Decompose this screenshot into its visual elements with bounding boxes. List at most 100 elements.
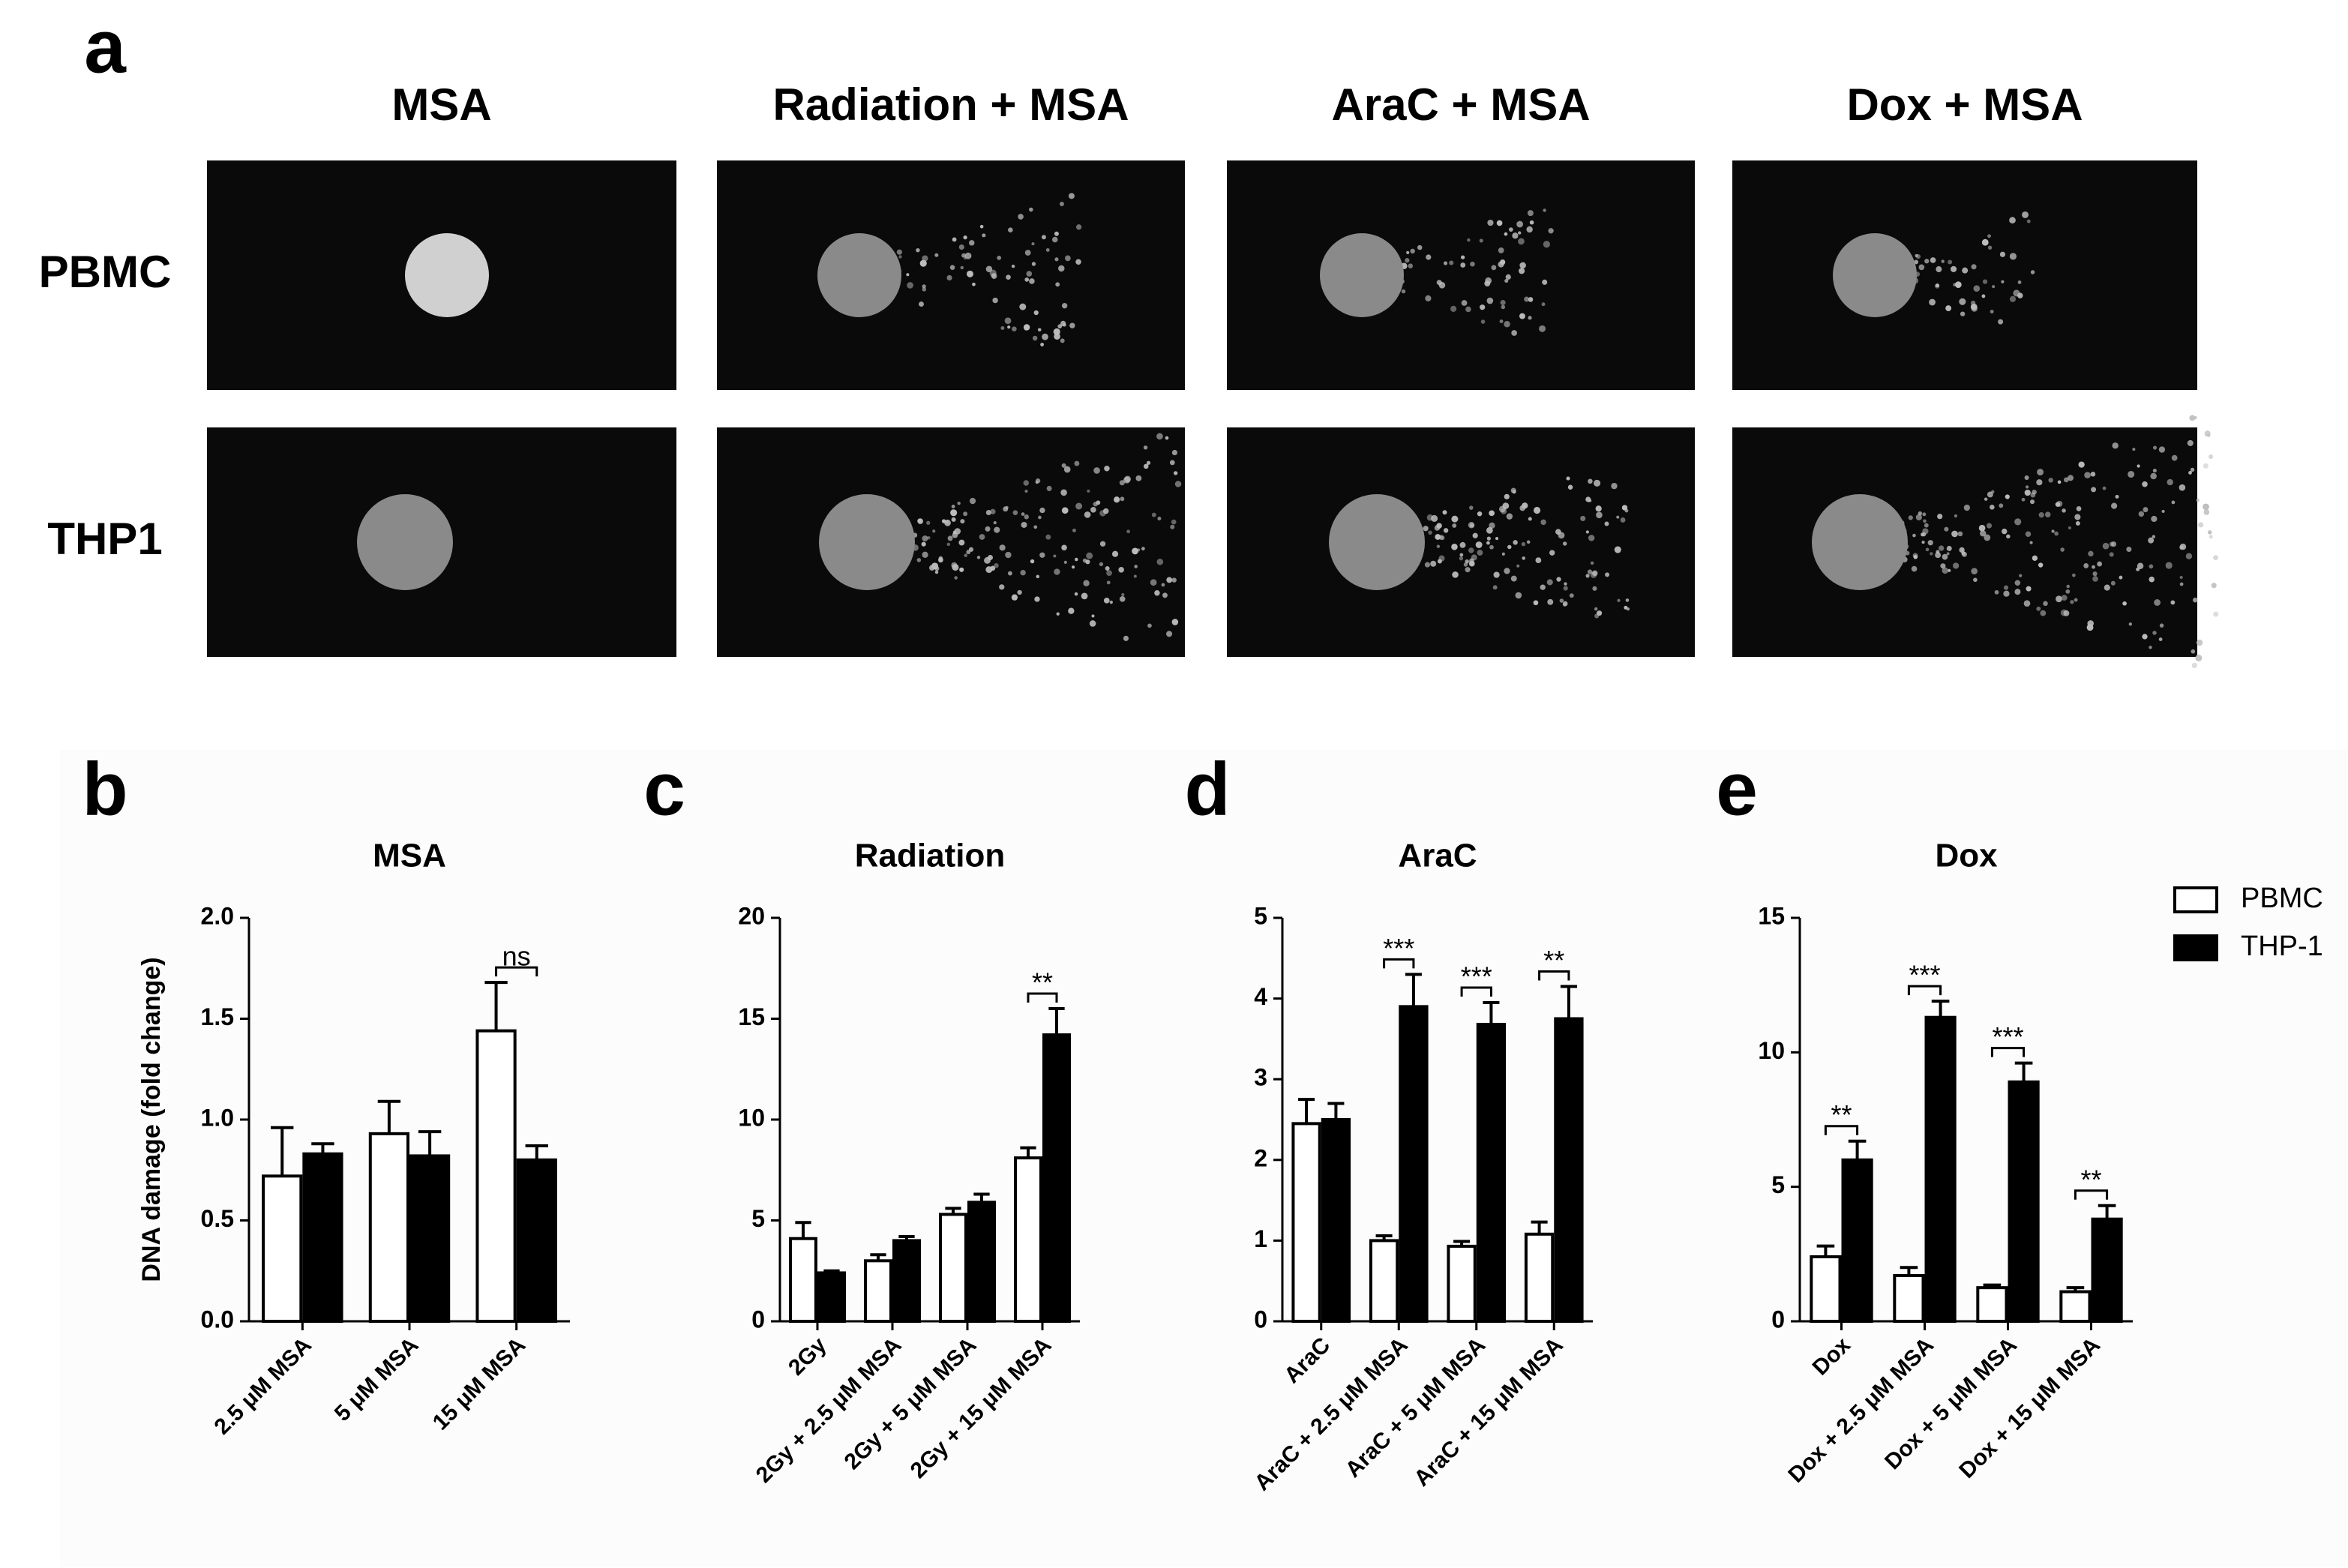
comet-tail-dot bbox=[951, 505, 955, 508]
comet-tail-dot bbox=[1477, 511, 1483, 517]
comet-tail-dot bbox=[1945, 305, 1952, 312]
comet-tail-dot bbox=[2209, 535, 2213, 539]
micrograph bbox=[717, 160, 1185, 390]
comet-tail-dot bbox=[1504, 232, 1508, 236]
bar bbox=[967, 1201, 996, 1324]
comet-tail-dot bbox=[1039, 507, 1045, 514]
significance-label: *** bbox=[1461, 961, 1492, 991]
y-tick-label: 0 bbox=[751, 1306, 765, 1333]
comet-tail-dot bbox=[1999, 251, 2006, 257]
comet-tail-dot bbox=[1911, 565, 1918, 572]
comet-tail-dot bbox=[2003, 585, 2009, 590]
comet-tail-dot bbox=[1161, 583, 1165, 587]
comet-tail-dot bbox=[2038, 562, 2044, 568]
comet-tail-dot bbox=[1927, 540, 1933, 546]
comet-tail-dot bbox=[2128, 470, 2135, 478]
comet-tail-dot bbox=[987, 554, 994, 561]
comet-tail-dot bbox=[1123, 476, 1130, 484]
comet-tail-dot bbox=[2152, 631, 2157, 635]
comet-tail-dot bbox=[2036, 606, 2041, 611]
comet-tail-dot bbox=[1406, 250, 1410, 254]
comet-tail-dot bbox=[1516, 564, 1520, 568]
comet-tail-dot bbox=[1915, 254, 1921, 259]
comet-tail-dot bbox=[1519, 313, 1525, 319]
comet-tail-dot bbox=[1465, 567, 1471, 573]
comet-tail-dot bbox=[1512, 232, 1519, 239]
comet-tail-dot bbox=[1505, 274, 1511, 280]
comet-tail-dot bbox=[2017, 280, 2022, 284]
comet-tail-dot bbox=[1564, 582, 1567, 586]
comet-tail-dot bbox=[1984, 497, 1988, 501]
comet-tail-dot bbox=[1007, 325, 1011, 329]
comet-tail-dot bbox=[2024, 475, 2029, 481]
comet-tail-dot bbox=[1060, 489, 1067, 496]
comet-tail-dot bbox=[1430, 560, 1437, 567]
comet-tail-dot bbox=[2068, 526, 2071, 529]
comet-tail-dot bbox=[1929, 298, 1936, 306]
bar bbox=[1524, 1232, 1555, 1323]
comet-tail-dot bbox=[2022, 211, 2029, 218]
micrograph bbox=[1732, 427, 2197, 657]
comet-tail-dot bbox=[1031, 262, 1036, 266]
y-tick-label: 0 bbox=[1254, 1306, 1267, 1333]
column-title: Dox + MSA bbox=[1846, 79, 2083, 130]
bar bbox=[1893, 1274, 1925, 1323]
comet-tail-dot bbox=[1011, 594, 1018, 601]
comet-tail-dot bbox=[1566, 476, 1570, 481]
comet-tail-dot bbox=[1512, 490, 1516, 494]
comet-tail-dot bbox=[1166, 577, 1173, 583]
comet-tail-dot bbox=[1948, 568, 1951, 572]
comet-head bbox=[1812, 494, 1908, 590]
comet-tail-dot bbox=[1074, 460, 1080, 466]
comet-tail-dot bbox=[2019, 574, 2023, 577]
comet-tail-dot bbox=[1084, 511, 1091, 518]
comet-tail-dot bbox=[1030, 559, 1035, 564]
comet-tail-dot bbox=[1597, 610, 1603, 616]
comet-tail-dot bbox=[1401, 289, 1406, 294]
comet-tail-dot bbox=[2149, 646, 2152, 649]
comet-tail-dot bbox=[1922, 512, 1927, 517]
comet-tail-dot bbox=[1021, 521, 1027, 528]
comet-tail-dot bbox=[951, 562, 958, 568]
comet-tail-dot bbox=[1951, 530, 1958, 538]
comet-tail-dot bbox=[1500, 259, 1506, 265]
bar bbox=[2059, 1290, 2092, 1323]
comet-tail-dot bbox=[1156, 433, 1163, 440]
bar bbox=[1810, 1255, 1842, 1324]
comet-tail-dot bbox=[959, 567, 964, 572]
comet-tail-dot bbox=[2149, 576, 2155, 583]
comet-tail-dot bbox=[1971, 568, 1978, 575]
comet-tail-dot bbox=[2024, 489, 2031, 496]
comet-tail-dot bbox=[1507, 544, 1512, 550]
comet-tail-dot bbox=[1990, 505, 1995, 510]
comet-tail-dot bbox=[2043, 601, 2048, 607]
comet-tail-dot bbox=[997, 256, 1002, 260]
comet-tail-dot bbox=[1099, 541, 1106, 547]
comet-tail-dot bbox=[1034, 596, 1040, 602]
comet-tail-dot bbox=[2185, 553, 2193, 559]
comet-tail-dot bbox=[2208, 454, 2214, 460]
comet-tail-dot bbox=[1504, 568, 1510, 574]
comet-tail-dot bbox=[1017, 589, 1022, 595]
comet-tail-dot bbox=[1501, 508, 1507, 514]
comet-tail-dot bbox=[999, 544, 1006, 551]
y-tick-label: 10 bbox=[738, 1104, 765, 1131]
comet-tail-dot bbox=[1556, 577, 1561, 582]
comet-tail-dot bbox=[951, 517, 956, 522]
comet-tail-dot bbox=[1508, 227, 1513, 232]
comet-tail-dot bbox=[1562, 602, 1567, 607]
comet-tail-dot bbox=[1041, 235, 1046, 240]
comet-tail-dot bbox=[963, 511, 968, 517]
comet-tail-dot bbox=[1957, 531, 1963, 537]
comet-tail-dot bbox=[2112, 442, 2119, 449]
comet-tail-dot bbox=[922, 551, 928, 558]
comet-tail-dot bbox=[921, 541, 926, 547]
comet-tail-dot bbox=[1908, 515, 1913, 520]
comet-tail-dot bbox=[2040, 610, 2047, 616]
comet-tail-dot bbox=[1978, 524, 1986, 532]
comet-tail-dot bbox=[1489, 544, 1494, 550]
comet-tail-dot bbox=[2137, 464, 2140, 468]
legend-swatch bbox=[2173, 886, 2218, 913]
